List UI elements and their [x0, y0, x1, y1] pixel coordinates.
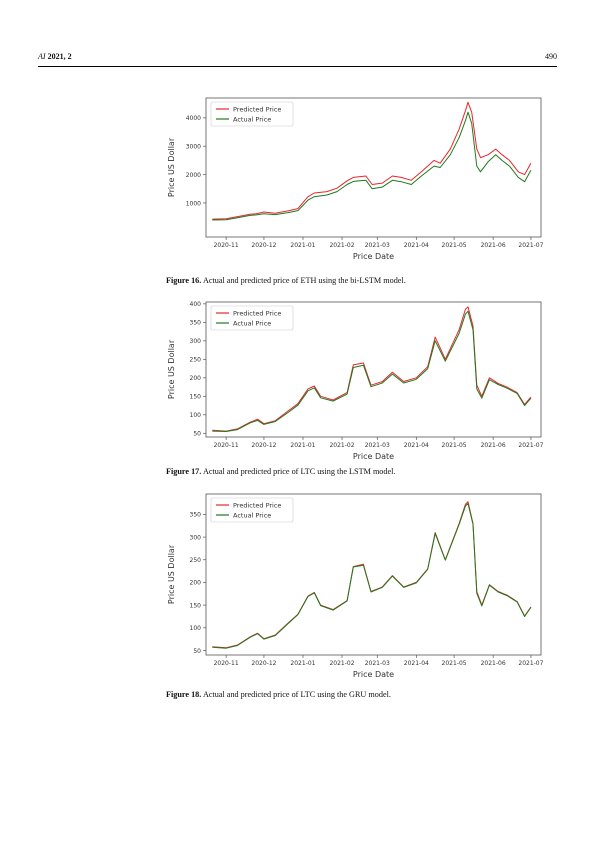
y-tick-label: 4000 — [186, 115, 201, 122]
legend-label: Actual Price — [233, 115, 271, 123]
journal-name: AI — [38, 52, 46, 61]
y-tick-label: 100 — [190, 625, 202, 632]
y-tick-label: 350 — [190, 512, 202, 519]
x-tick-label: 2020-12 — [251, 660, 276, 667]
x-tick-label: 2021-02 — [329, 442, 354, 449]
y-tick-label: 250 — [190, 557, 202, 564]
y-tick-label: 250 — [190, 357, 202, 364]
x-tick-label: 2021-06 — [481, 660, 506, 667]
caption-label: Figure 16. — [166, 276, 202, 285]
x-axis-label: Price Date — [353, 252, 394, 261]
legend-label: Predicted Price — [233, 105, 281, 113]
journal-citation: AI 2021, 2 — [38, 52, 72, 61]
x-tick-label: 2021-06 — [481, 242, 506, 249]
y-tick-label: 150 — [190, 394, 202, 401]
x-tick-label: 2021-07 — [518, 660, 543, 667]
y-tick-label: 3000 — [186, 144, 201, 151]
running-header: AI 2021, 2 490 — [38, 52, 557, 66]
header-rule — [38, 66, 557, 67]
series-line — [212, 111, 532, 221]
y-tick-label: 2000 — [186, 172, 201, 179]
x-tick-label: 2020-12 — [251, 242, 276, 249]
x-tick-label: 2021-04 — [404, 242, 429, 249]
series-line — [212, 310, 532, 432]
series-line — [212, 306, 532, 432]
y-tick-label: 100 — [190, 412, 202, 419]
caption-text: Actual and predicted price of ETH using … — [202, 276, 406, 285]
x-tick-label: 2021-04 — [404, 442, 429, 449]
x-tick-label: 2021-01 — [290, 242, 315, 249]
x-tick-label: 2021-02 — [329, 660, 354, 667]
caption-text: Actual and predicted price of LTC using … — [202, 690, 391, 699]
figure-16: 1000 2000 3000 4000 2020-11 2020-12 2021-01 202… — [164, 92, 554, 264]
y-tick-label: 200 — [190, 580, 202, 587]
x-axis-label: Price Date — [353, 452, 394, 461]
chart-ltc-lstm: 50 100 150 200 250 300 350 400 2020-11 2020-12 202… — [167, 301, 544, 461]
series-line — [212, 503, 532, 649]
x-tick-label: 2021-07 — [518, 242, 543, 249]
figure-18-caption: Figure 18. Actual and predicted price of… — [166, 690, 391, 699]
caption-label: Figure 18. — [166, 690, 202, 699]
figure-17: 50 100 150 200 250 300 350 400 2020-11 2020-12 202… — [164, 296, 554, 464]
x-axis-label: Price Date — [353, 670, 394, 679]
x-tick-label: 2021-07 — [518, 442, 543, 449]
x-tick-label: 2021-01 — [290, 660, 315, 667]
x-tick-label: 2021-05 — [442, 660, 467, 667]
x-tick-label: 2021-03 — [365, 442, 390, 449]
y-axis-label: Price US Dollar — [167, 339, 176, 399]
legend-label: Predicted Price — [233, 501, 281, 509]
legend-box — [210, 497, 294, 523]
series-line — [212, 101, 532, 220]
caption-text: Actual and predicted price of LTC using … — [202, 467, 396, 476]
x-tick-label: 2020-12 — [251, 442, 276, 449]
figure-18: 50 100 150 200 250 300 350 2020-11 2020-12 2021-0… — [164, 488, 554, 682]
y-tick-label: 50 — [193, 648, 201, 655]
y-tick-label: 300 — [190, 338, 202, 345]
y-tick-label: 150 — [190, 602, 202, 609]
legend-box — [210, 305, 294, 331]
chart-eth-bi-lstm: 1000 2000 3000 4000 2020-11 2020-12 2021-01 202… — [167, 97, 544, 261]
x-tick-label: 2021-01 — [290, 442, 315, 449]
y-tick-label: 1000 — [186, 200, 201, 207]
x-tick-label: 2020-11 — [214, 242, 239, 249]
figure-16-caption: Figure 16. Actual and predicted price of… — [166, 276, 406, 285]
x-tick-label: 2021-03 — [365, 242, 390, 249]
y-axis-label: Price US Dollar — [167, 544, 176, 604]
chart-ltc-gru: 50 100 150 200 250 300 350 2020-11 2020-12 2021-0… — [167, 493, 544, 679]
y-axis-label: Price US Dollar — [167, 137, 176, 197]
figure-17-caption: Figure 17. Actual and predicted price of… — [166, 467, 395, 476]
x-tick-label: 2020-11 — [214, 442, 239, 449]
y-tick-label: 400 — [190, 301, 202, 308]
legend-label: Predicted Price — [233, 309, 281, 317]
x-tick-label: 2021-06 — [481, 442, 506, 449]
page-number: 490 — [545, 52, 557, 61]
y-tick-label: 200 — [190, 375, 202, 382]
legend-box — [210, 101, 294, 127]
y-tick-label: 50 — [193, 431, 201, 438]
x-tick-label: 2021-03 — [365, 660, 390, 667]
x-tick-label: 2021-02 — [329, 242, 354, 249]
x-tick-label: 2021-05 — [442, 442, 467, 449]
legend-label: Actual Price — [233, 511, 271, 519]
caption-label: Figure 17. — [166, 467, 202, 476]
legend-label: Actual Price — [233, 319, 271, 327]
y-tick-label: 350 — [190, 320, 202, 327]
journal-year-volume: 2021, 2 — [47, 52, 72, 61]
x-tick-label: 2020-11 — [214, 660, 239, 667]
x-tick-label: 2021-05 — [442, 242, 467, 249]
y-tick-label: 300 — [190, 534, 202, 541]
x-tick-label: 2021-04 — [404, 660, 429, 667]
